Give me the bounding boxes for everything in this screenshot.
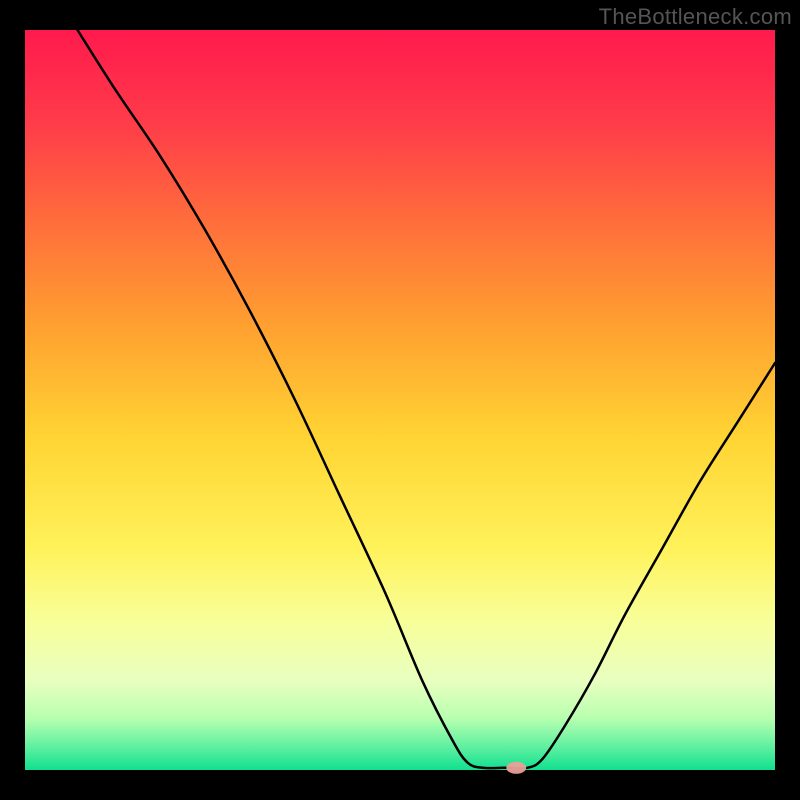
bottleneck-chart xyxy=(0,0,800,800)
watermark-text: TheBottleneck.com xyxy=(599,4,792,30)
optimum-marker xyxy=(506,762,526,774)
chart-container: TheBottleneck.com xyxy=(0,0,800,800)
plot-area xyxy=(25,30,775,770)
